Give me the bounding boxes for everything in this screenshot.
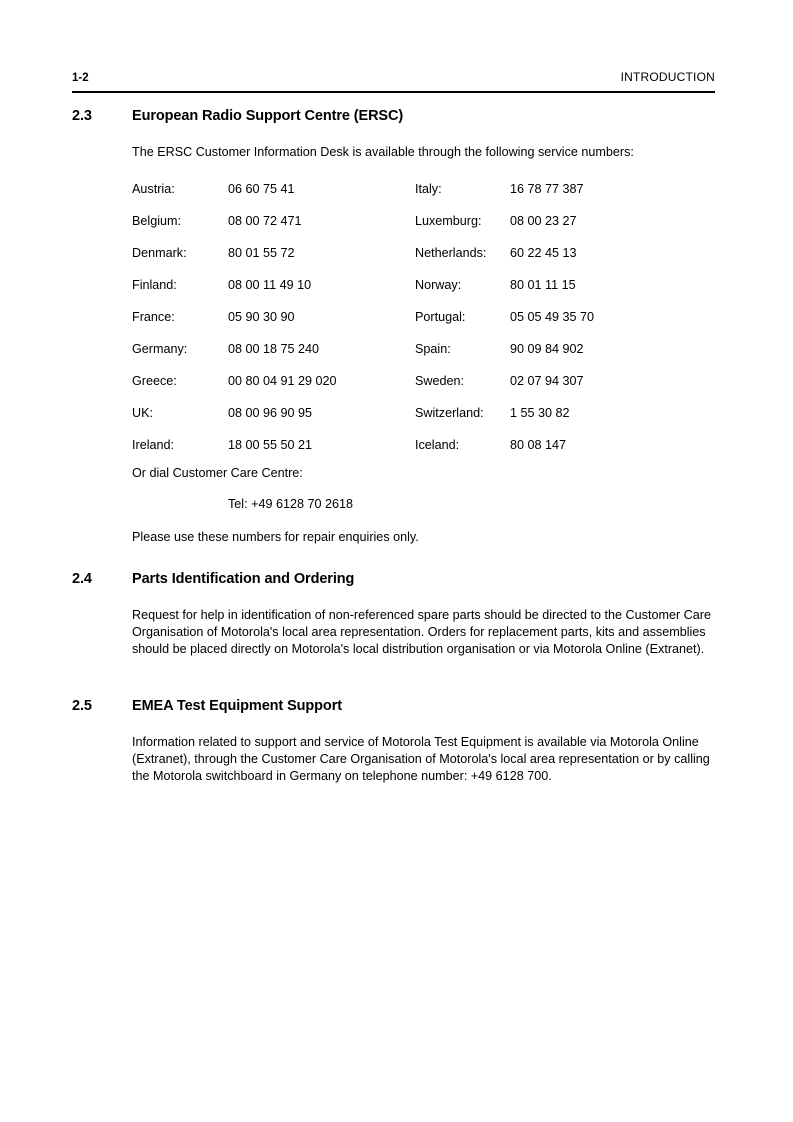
section-2-3: 2.3 European Radio Support Centre (ERSC) [72,108,715,124]
section-2-5-body: Information related to support and servi… [132,735,710,784]
country-number: 02 07 94 307 [510,374,584,388]
section-2-5: 2.5 EMEA Test Equipment Support [72,698,715,714]
country-label: Norway: [415,278,462,292]
section-2-3-intro: The ERSC Customer Information Desk is av… [132,145,634,159]
section-2-3-number: 2.3 [72,108,92,124]
section-2-4: 2.4 Parts Identification and Ordering [72,571,715,587]
section-2-3-intro-wrap: The ERSC Customer Information Desk is av… [72,144,715,161]
tel-block: Tel: +49 6128 70 2618 [72,497,715,511]
country-label: Netherlands: [415,246,487,260]
section-2-5-body-indent: Information related to support and servi… [132,734,715,786]
country-label: Germany: [132,342,188,356]
country-label: Italy: [415,182,442,196]
table-row: Ireland: 18 00 55 50 21 Iceland: 80 08 1… [132,429,715,461]
country-number: 05 05 49 35 70 [510,310,595,324]
section-2-3-intro-indent: The ERSC Customer Information Desk is av… [132,144,715,161]
table-row: UK: 08 00 96 90 95 Switzerland: 1 55 30 … [132,397,715,429]
country-number: 08 00 18 75 240 [228,342,320,356]
country-label: UK: [132,406,153,420]
phone-directory-body: Austria: 06 60 75 41 Italy: 16 78 77 387… [132,173,715,461]
country-label: Belgium: [132,214,181,228]
customer-care-block: Or dial Customer Care Centre: [72,465,715,482]
country-label: Denmark: [132,246,187,260]
or-dial-text: Or dial Customer Care Centre: [132,466,303,480]
customer-care-tel: Tel: +49 6128 70 2618 [228,497,353,511]
section-2-4-number: 2.4 [72,571,92,587]
section-2-4-body: Request for help in identification of no… [132,608,711,657]
repair-note-block: Please use these numbers for repair enqu… [72,529,715,546]
country-label: Ireland: [132,438,175,452]
country-number: 08 00 23 27 [510,214,577,228]
header-chapter-title: INTRODUCTION [620,70,715,84]
table-row: Greece: 00 80 04 91 29 020 Sweden: 02 07… [132,365,715,397]
table-row: Finland: 08 00 11 49 10 Norway: 80 01 11… [132,269,715,301]
country-label: Finland: [132,278,177,292]
section-2-3-heading: 2.3 European Radio Support Centre (ERSC) [72,108,715,124]
country-label: Luxemburg: [415,214,482,228]
repair-enquiries-note: Please use these numbers for repair enqu… [132,530,419,544]
section-2-4-body-indent: Request for help in identification of no… [132,607,715,659]
page-folio: 1-2 [72,72,89,84]
section-2-4-body-wrap: Request for help in identification of no… [72,607,715,659]
country-number: 16 78 77 387 [510,182,584,196]
phone-directory-table: Austria: 06 60 75 41 Italy: 16 78 77 387… [132,173,715,461]
country-label: France: [132,310,175,324]
section-2-3-title: European Radio Support Centre (ERSC) [132,108,404,124]
table-row: Austria: 06 60 75 41 Italy: 16 78 77 387 [132,173,715,205]
country-number: 1 55 30 82 [510,406,570,420]
country-label: Austria: [132,182,175,196]
country-label: Portugal: [415,310,466,324]
header-rule [72,91,715,93]
country-number: 05 90 30 90 [228,310,295,324]
country-label: Iceland: [415,438,460,452]
country-number: 18 00 55 50 21 [228,438,313,452]
page-header: 1-2 INTRODUCTION [72,70,715,84]
country-label: Greece: [132,374,177,388]
section-2-4-title: Parts Identification and Ordering [132,571,355,587]
country-label: Spain: [415,342,451,356]
country-label: Switzerland: [415,406,484,420]
section-2-4-heading: 2.4 Parts Identification and Ordering [72,571,715,587]
section-2-5-title: EMEA Test Equipment Support [132,698,342,714]
section-2-5-number: 2.5 [72,698,92,714]
table-row: Denmark: 80 01 55 72 Netherlands: 60 22 … [132,237,715,269]
country-number: 08 00 72 471 [228,214,302,228]
section-2-5-heading: 2.5 EMEA Test Equipment Support [72,698,715,714]
table-row: Germany: 08 00 18 75 240 Spain: 90 09 84… [132,333,715,365]
country-number: 08 00 96 90 95 [228,406,313,420]
country-number: 90 09 84 902 [510,342,584,356]
table-row: Belgium: 08 00 72 471 Luxemburg: 08 00 2… [132,205,715,237]
country-number: 06 60 75 41 [228,182,295,196]
country-number: 80 01 11 15 [510,278,576,292]
country-number: 80 08 147 [510,438,567,452]
section-2-5-body-wrap: Information related to support and servi… [72,734,715,786]
country-number: 08 00 11 49 10 [228,278,312,292]
customer-care-indent: Or dial Customer Care Centre: [132,465,715,482]
phone-directory-wrap: Austria: 06 60 75 41 Italy: 16 78 77 387… [72,173,715,461]
repair-note-indent: Please use these numbers for repair enqu… [132,529,715,546]
country-number: 60 22 45 13 [510,246,577,260]
country-number: 80 01 55 72 [228,246,295,260]
country-label: Sweden: [415,374,465,388]
table-row: France: 05 90 30 90 Portugal: 05 05 49 3… [132,301,715,333]
country-number: 00 80 04 91 29 020 [228,374,337,388]
